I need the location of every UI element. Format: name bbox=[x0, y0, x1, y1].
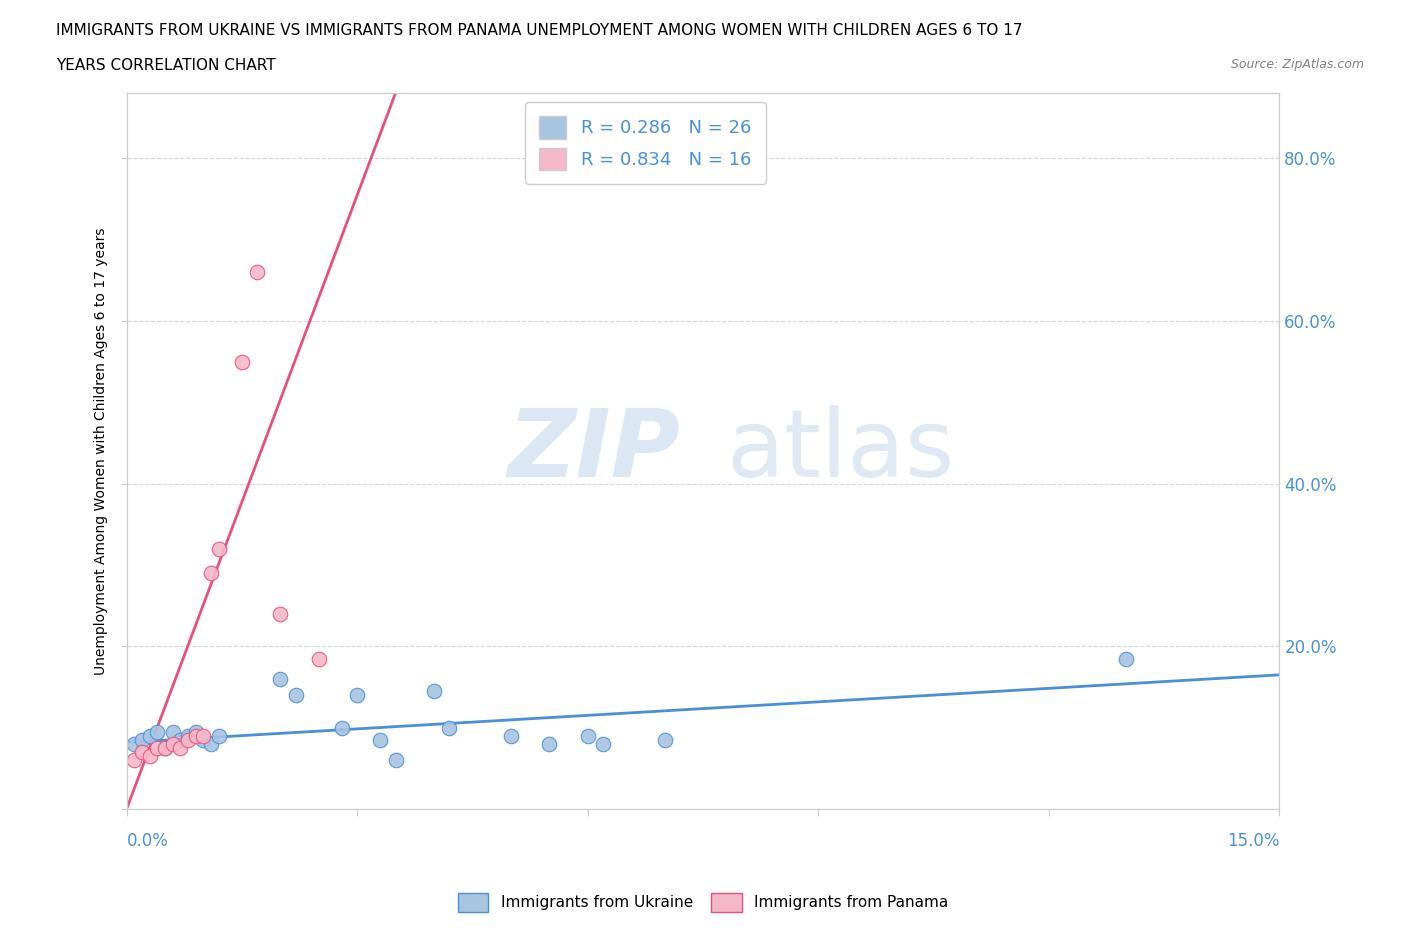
Point bbox=[122, 737, 145, 751]
Point bbox=[177, 733, 200, 748]
Point bbox=[138, 749, 160, 764]
Text: atlas: atlas bbox=[725, 405, 955, 497]
Point bbox=[184, 724, 207, 739]
Point bbox=[246, 264, 269, 279]
Point bbox=[131, 745, 153, 760]
Text: 15.0%: 15.0% bbox=[1227, 832, 1279, 850]
Point bbox=[208, 728, 231, 743]
Point bbox=[184, 728, 207, 743]
Text: YEARS CORRELATION CHART: YEARS CORRELATION CHART bbox=[56, 58, 276, 73]
Point bbox=[146, 724, 169, 739]
Point bbox=[592, 737, 614, 751]
Point bbox=[200, 565, 222, 580]
Text: ZIP: ZIP bbox=[508, 405, 681, 497]
Point bbox=[576, 728, 599, 743]
Point bbox=[138, 728, 160, 743]
Point bbox=[231, 354, 253, 369]
Point bbox=[654, 733, 676, 748]
Point bbox=[284, 688, 307, 703]
Point bbox=[169, 740, 191, 755]
Point bbox=[169, 733, 191, 748]
Point bbox=[439, 720, 461, 735]
Point bbox=[368, 733, 391, 748]
Point bbox=[162, 724, 184, 739]
Point bbox=[200, 737, 222, 751]
Point bbox=[384, 753, 406, 768]
Point bbox=[269, 671, 291, 686]
Point bbox=[177, 728, 200, 743]
Point bbox=[269, 606, 291, 621]
Point bbox=[499, 728, 522, 743]
Point bbox=[330, 720, 353, 735]
Point bbox=[153, 740, 176, 755]
Point bbox=[538, 737, 561, 751]
Point bbox=[423, 684, 446, 698]
Point bbox=[131, 733, 153, 748]
Point bbox=[193, 733, 215, 748]
Point bbox=[346, 688, 368, 703]
Legend: R = 0.286   N = 26, R = 0.834   N = 16: R = 0.286 N = 26, R = 0.834 N = 16 bbox=[524, 102, 766, 184]
Text: 0.0%: 0.0% bbox=[127, 832, 169, 850]
Text: IMMIGRANTS FROM UKRAINE VS IMMIGRANTS FROM PANAMA UNEMPLOYMENT AMONG WOMEN WITH : IMMIGRANTS FROM UKRAINE VS IMMIGRANTS FR… bbox=[56, 23, 1022, 38]
Point bbox=[308, 651, 330, 666]
Point bbox=[146, 740, 169, 755]
Point bbox=[162, 737, 184, 751]
Point bbox=[122, 753, 145, 768]
Legend: Immigrants from Ukraine, Immigrants from Panama: Immigrants from Ukraine, Immigrants from… bbox=[451, 887, 955, 918]
Text: Source: ZipAtlas.com: Source: ZipAtlas.com bbox=[1230, 58, 1364, 71]
Point bbox=[208, 541, 231, 556]
Point bbox=[1115, 651, 1137, 666]
Point bbox=[193, 728, 215, 743]
Y-axis label: Unemployment Among Women with Children Ages 6 to 17 years: Unemployment Among Women with Children A… bbox=[94, 227, 108, 675]
Point bbox=[153, 740, 176, 755]
